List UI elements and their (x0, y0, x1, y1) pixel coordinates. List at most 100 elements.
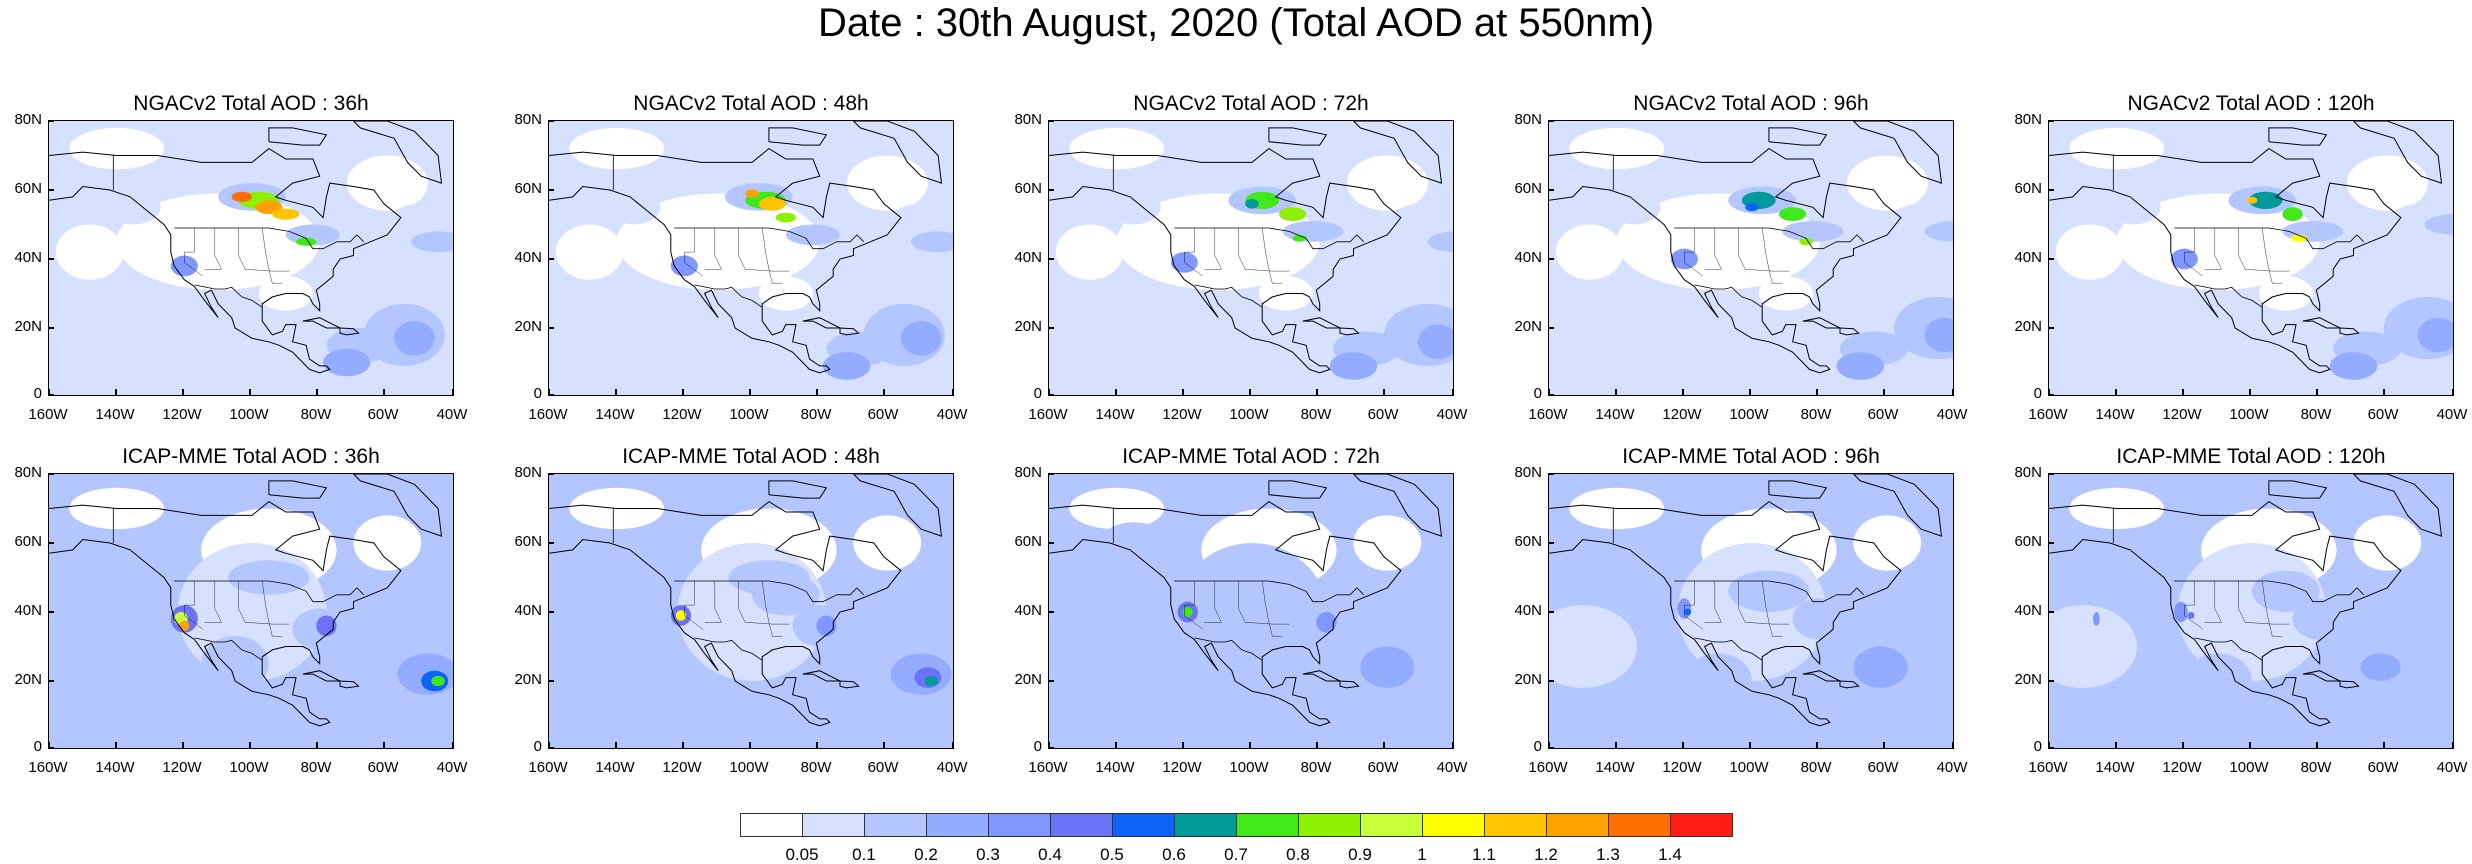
aerosol-plume (549, 334, 631, 391)
lon-tick-mark (452, 389, 454, 395)
coastline (1853, 121, 1943, 184)
lon-tick-label: 40W (936, 406, 968, 423)
aerosol-plume (2290, 234, 2308, 242)
state-border (2238, 228, 2290, 272)
lat-tick-mark (2048, 611, 2054, 613)
clean-air-region (1353, 515, 1422, 571)
lat-tick-label: 20N (514, 318, 542, 335)
coastline (2353, 474, 2443, 537)
lat-tick-label: 40N (514, 249, 542, 266)
lon-tick-label: 60W (2367, 759, 2399, 776)
lon-tick-mark (1749, 742, 1751, 748)
aerosol-plume (431, 675, 445, 687)
clean-air-region (55, 224, 124, 280)
lat-tick-label: 0 (33, 738, 42, 755)
lon-tick-label: 80W (1300, 406, 1332, 423)
coastline (1549, 147, 1902, 374)
coastline (1268, 480, 1328, 499)
lon-tick-label: 60W (1867, 759, 1899, 776)
lon-tick-label: 40W (1436, 759, 1468, 776)
colorbar-label: 1.4 (1658, 845, 1682, 864)
clean-air-region (853, 515, 922, 571)
lat-tick-mark (2048, 542, 2054, 544)
aod-map (1548, 120, 1954, 396)
coastline (839, 680, 860, 689)
lat-tick-label: 0 (2033, 738, 2042, 755)
clean-air-region (2116, 193, 2320, 291)
lon-tick-mark (1952, 742, 1954, 748)
colorbar-swatch (1484, 813, 1547, 837)
lat-tick-label: 0 (1033, 385, 1042, 402)
aerosol-plume (1106, 190, 1161, 225)
lon-tick-label: 160W (1528, 759, 1568, 776)
lon-tick-mark (1816, 389, 1818, 395)
lat-tick-label: 0 (533, 385, 542, 402)
state-border (2238, 581, 2290, 625)
lat-tick-mark (1048, 120, 1054, 122)
lon-tick-mark (1682, 742, 1684, 748)
colorbar-label: 0.05 (785, 845, 819, 864)
colorbar-swatch (1236, 813, 1299, 837)
aerosol-plume (1049, 334, 1131, 391)
lon-tick-mark (1452, 389, 1454, 395)
aerosol-plume (2174, 601, 2188, 623)
lon-tick-mark (1548, 742, 1550, 748)
lon-tick-mark (1452, 742, 1454, 748)
clean-air-region (1069, 127, 1165, 170)
lon-tick-mark (115, 389, 117, 395)
lon-tick-mark (1048, 742, 1050, 748)
aerosol-plume (677, 131, 759, 166)
coastline (2339, 680, 2360, 689)
aod-map (1048, 120, 1454, 396)
aerosol-plume (49, 639, 137, 723)
coastline (853, 474, 943, 537)
lon-tick-mark (452, 742, 454, 748)
lat-tick-mark (548, 473, 554, 475)
lat-tick-label: 0 (533, 738, 542, 755)
aerosol-plume (1427, 231, 1453, 253)
lon-tick-label: 80W (1800, 406, 1832, 423)
lon-tick-mark (182, 389, 184, 395)
lat-tick-mark (1048, 394, 1054, 396)
lon-tick-label: 140W (95, 759, 135, 776)
panel-title: NGACv2 Total AOD : 36h (133, 92, 369, 115)
coastline (839, 327, 860, 336)
lon-tick-label: 120W (2162, 406, 2202, 423)
lat-tick-mark (1048, 747, 1054, 749)
aerosol-plume (1606, 190, 1661, 225)
aerosol-plume (106, 190, 161, 225)
state-border (204, 581, 222, 623)
colorbar-label: 0.8 (1286, 845, 1310, 864)
state-border (1684, 581, 1704, 630)
lon-tick-label: 60W (867, 759, 899, 776)
lon-tick-label: 60W (1867, 406, 1899, 423)
lon-tick-label: 120W (1662, 759, 1702, 776)
coastline (353, 121, 443, 184)
lat-tick-label: 60N (1514, 533, 1542, 550)
lat-tick-mark (548, 327, 554, 329)
colorbar-label: 0.1 (852, 845, 876, 864)
aerosol-plume (2049, 334, 2131, 391)
aerosol-plume (1711, 324, 1793, 366)
lon-tick-label: 40W (2436, 406, 2468, 423)
aerosol-plume (2246, 196, 2258, 204)
lon-tick-mark (48, 389, 50, 395)
lat-tick-mark (2048, 747, 2054, 749)
lon-tick-mark (2048, 389, 2050, 395)
state-border (238, 228, 290, 272)
aod-map (548, 473, 954, 749)
lon-tick-label: 160W (1028, 759, 1068, 776)
lat-tick-mark (1048, 473, 1054, 475)
country-border (1674, 227, 1864, 250)
aerosol-plume (1211, 324, 1293, 366)
state-border (704, 228, 722, 270)
lon-tick-label: 100W (729, 406, 769, 423)
lon-tick-mark (316, 742, 318, 748)
lon-tick-label: 100W (229, 406, 269, 423)
coastline (1853, 474, 1943, 537)
lat-tick-label: 80N (1014, 464, 1042, 481)
lon-tick-label: 80W (2300, 759, 2332, 776)
lon-tick-mark (2249, 389, 2251, 395)
clean-air-region (1846, 155, 1928, 211)
lon-tick-mark (1316, 389, 1318, 395)
